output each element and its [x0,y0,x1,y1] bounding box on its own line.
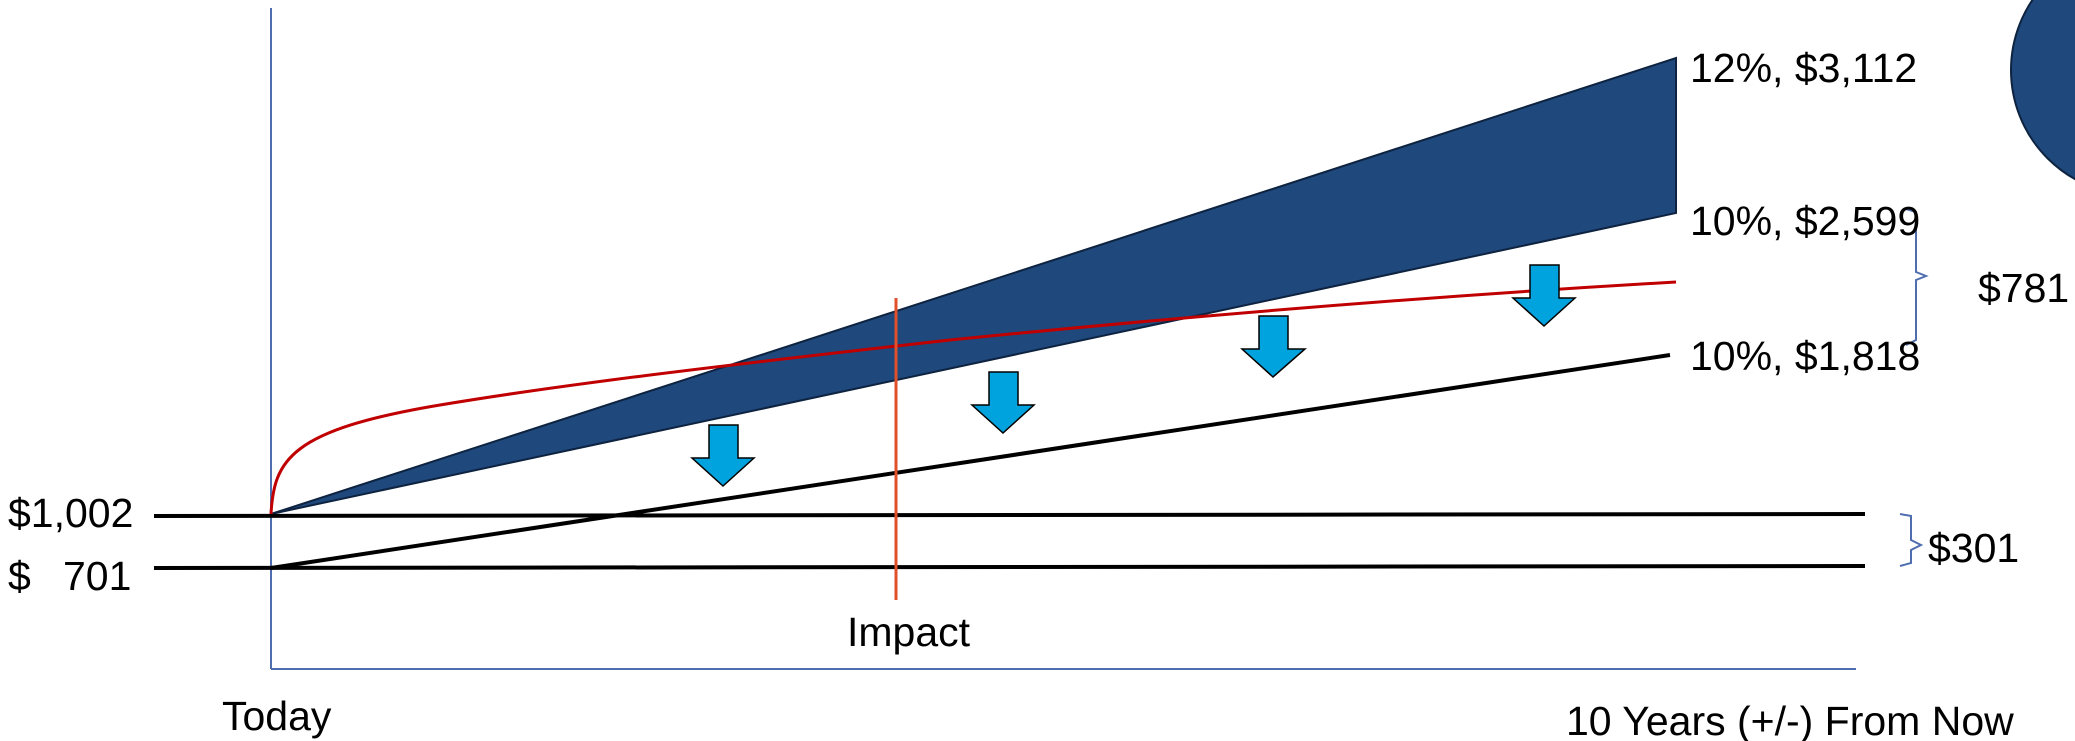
bracket-top [1905,208,1929,346]
label-start-low-symbol: $ [8,553,31,599]
label-start-high: $1,002 [8,490,133,536]
baseline-701 [153,564,1866,570]
label-ten-years: 10 Years (+/-) From Now [1566,698,2014,741]
label-impact: Impact [847,609,971,655]
label-gap-bottom: $301 [1928,525,2019,571]
impact-curve [269,280,1677,515]
decorative-circle [2010,0,2075,181]
growth-line-low [270,353,1671,570]
label-12pct: 12%, $3,112 [1690,45,1917,91]
down-arrow-icon [1240,315,1307,379]
down-arrow-icon [1511,264,1577,328]
label-today: Today [222,693,332,739]
down-arrow-icon [690,424,756,488]
label-start-low-value: 701 [63,553,131,599]
bracket-bottom [1899,513,1924,567]
growth-band [270,56,1677,515]
label-10pct-mid: 10%, $2,599 [1690,198,1920,244]
baseline-1002 [153,512,1866,518]
label-10pct-low: 10%, $1,818 [1690,333,1920,379]
down-arrow-icon [970,371,1036,435]
label-gap-top: $781 [1978,265,2069,311]
